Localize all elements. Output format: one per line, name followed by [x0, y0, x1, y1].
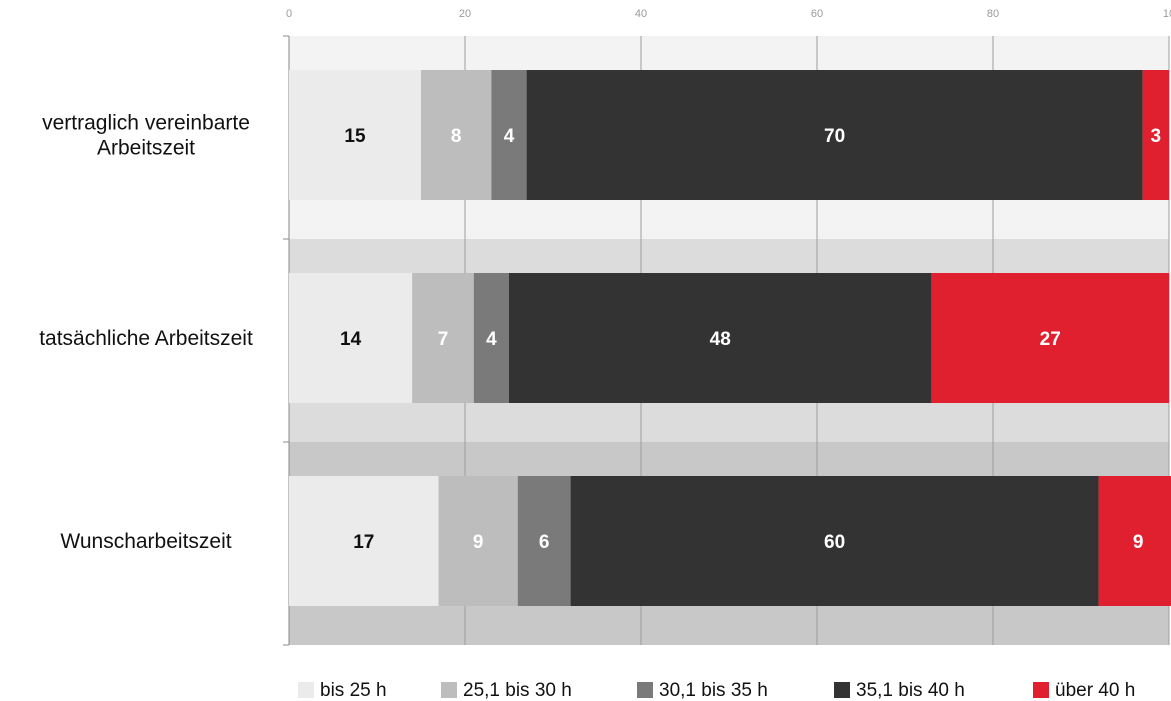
legend-swatch: [637, 682, 653, 698]
bar-segment: [1142, 70, 1169, 200]
category-label-line: Arbeitszeit: [97, 137, 195, 160]
category-label-line: Wunscharbeitszeit: [60, 530, 231, 553]
bar-segment: [517, 476, 571, 606]
data-label: 15: [344, 126, 366, 147]
data-label: 4: [486, 329, 497, 350]
data-label: 7: [438, 329, 449, 350]
bar-segment: [1098, 476, 1171, 606]
bar-segment: [289, 476, 439, 606]
bar-segment: [931, 273, 1169, 403]
bar-segment: [509, 273, 932, 403]
value-labels: 15 8 4 70 3 14 7 4 48 27 17 9 6 60 9: [340, 126, 1161, 553]
x-axis-tick-labels: 0 20 40 60 80 10: [286, 8, 1171, 20]
data-label: 14: [340, 329, 362, 350]
legend-label: 25,1 bis 30 h: [463, 680, 572, 701]
data-label: 48: [710, 329, 731, 350]
axes: [283, 35, 290, 646]
bar-segment: [412, 273, 474, 403]
data-label: 3: [1151, 126, 1162, 147]
legend-swatch: [834, 682, 850, 698]
data-label: 9: [1133, 532, 1144, 553]
category-label-line: tatsächliche Arbeitszeit: [39, 327, 253, 350]
bar-segment: [438, 476, 518, 606]
data-label: 9: [473, 532, 484, 553]
legend-label: 30,1 bis 35 h: [659, 680, 768, 701]
bar-segment: [473, 273, 509, 403]
bar-segment: [526, 70, 1143, 200]
data-label: 60: [824, 532, 845, 553]
category-labels: vertraglich vereinbarte Arbeitszeit tatsäc…: [39, 112, 253, 554]
data-label: 6: [539, 532, 550, 553]
data-label: 70: [824, 126, 845, 147]
x-tick-label: 0: [286, 8, 292, 20]
legend-swatch: [298, 682, 314, 698]
legend-swatch: [1033, 682, 1049, 698]
legend-label: über 40 h: [1055, 680, 1135, 701]
x-tick-label: 80: [987, 8, 999, 20]
legend-label: 35,1 bis 40 h: [856, 680, 965, 701]
category-label: Wunscharbeitszeit: [60, 530, 231, 553]
x-tick-label: 60: [811, 8, 823, 20]
legend-swatch: [441, 682, 457, 698]
data-label: 17: [353, 532, 374, 553]
data-label: 27: [1040, 329, 1061, 350]
bar-segment: [421, 70, 492, 200]
category-label: tatsächliche Arbeitszeit: [39, 327, 253, 350]
data-label: 4: [504, 126, 515, 147]
x-tick-label: 20: [459, 8, 471, 20]
bars: [289, 70, 1171, 606]
category-label-line: vertraglich vereinbarte: [42, 112, 250, 135]
x-tick-label: 40: [635, 8, 647, 20]
legend: bis 25 h 25,1 bis 30 h 30,1 bis 35 h 35,1 b…: [298, 680, 1135, 701]
bar-segment: [289, 273, 413, 403]
data-label: 8: [451, 126, 462, 147]
bar-segment: [570, 476, 1099, 606]
category-label: vertraglich vereinbarte Arbeitszeit: [42, 112, 250, 160]
bar-segment: [491, 70, 527, 200]
legend-label: bis 25 h: [320, 680, 387, 701]
bar-segment: [289, 70, 421, 200]
x-tick-label: 10: [1163, 8, 1171, 20]
